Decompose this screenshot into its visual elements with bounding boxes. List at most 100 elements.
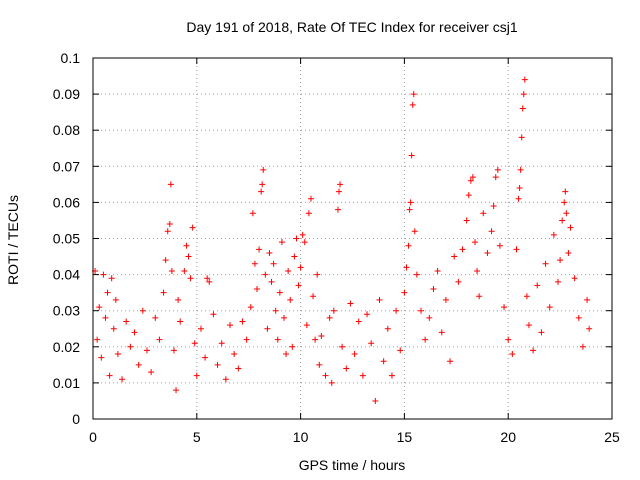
data-point — [123, 318, 130, 325]
data-point — [131, 329, 138, 336]
x-tick-label: 20 — [500, 429, 516, 445]
data-point — [183, 242, 190, 249]
data-point — [104, 289, 111, 296]
data-point — [343, 365, 350, 372]
data-point — [164, 228, 171, 235]
data-point — [467, 177, 474, 184]
data-point — [256, 246, 263, 253]
data-point — [301, 239, 308, 246]
data-point — [410, 91, 417, 98]
data-point — [276, 289, 283, 296]
data-point — [347, 300, 354, 307]
data-point — [127, 343, 134, 350]
data-point — [401, 289, 408, 296]
data-point — [411, 228, 418, 235]
data-point — [530, 347, 537, 354]
data-point — [565, 249, 572, 256]
data-point — [519, 105, 526, 112]
data-point — [561, 199, 568, 206]
data-point — [312, 336, 319, 343]
data-point — [270, 260, 277, 267]
data-point — [501, 304, 508, 311]
data-point — [314, 271, 321, 278]
data-point — [571, 275, 578, 282]
data-point — [409, 101, 416, 108]
data-point — [310, 293, 317, 300]
data-point — [251, 260, 258, 267]
data-point — [368, 340, 375, 347]
y-tick-label: 0.02 — [53, 339, 80, 355]
y-axis-label: ROTI / TECUs — [5, 195, 21, 285]
data-point — [193, 372, 200, 379]
data-point — [289, 343, 296, 350]
data-point — [515, 195, 522, 202]
data-point — [525, 322, 532, 329]
data-point — [152, 314, 159, 321]
data-point — [231, 351, 238, 358]
data-point — [538, 329, 545, 336]
data-point — [546, 304, 553, 311]
data-point — [94, 336, 101, 343]
data-point — [322, 372, 329, 379]
data-point — [388, 372, 395, 379]
data-point — [187, 275, 194, 282]
data-point — [139, 307, 146, 314]
data-point — [393, 307, 400, 314]
data-point — [249, 210, 256, 217]
y-tick-label: 0.05 — [53, 231, 80, 247]
x-tick-label: 5 — [193, 429, 201, 445]
data-point — [434, 267, 441, 274]
data-point — [168, 267, 175, 274]
data-point — [559, 217, 566, 224]
data-point — [586, 325, 593, 332]
data-point — [156, 336, 163, 343]
x-tick-label: 25 — [604, 429, 620, 445]
data-point — [550, 231, 557, 238]
data-point — [227, 322, 234, 329]
data-point — [426, 314, 433, 321]
data-point — [148, 369, 155, 376]
data-point — [413, 271, 420, 278]
data-point — [418, 307, 425, 314]
data-point — [339, 343, 346, 350]
data-point — [523, 293, 530, 300]
data-point — [336, 188, 343, 195]
data-point — [326, 314, 333, 321]
data-point — [291, 253, 298, 260]
data-point — [96, 304, 103, 311]
data-point — [476, 293, 483, 300]
data-point — [490, 203, 497, 210]
data-point — [380, 358, 387, 365]
data-point — [160, 289, 167, 296]
data-point — [278, 239, 285, 246]
data-point — [274, 336, 281, 343]
data-point — [408, 152, 415, 159]
data-point — [567, 224, 574, 231]
data-point — [112, 296, 119, 303]
data-point — [520, 91, 527, 98]
data-point — [494, 166, 501, 173]
data-point — [181, 267, 188, 274]
data-point — [509, 351, 516, 358]
data-point — [488, 228, 495, 235]
data-point — [135, 361, 142, 368]
data-point — [268, 278, 275, 285]
data-point — [272, 307, 279, 314]
data-point — [575, 314, 582, 321]
data-point — [295, 282, 302, 289]
data-point — [337, 181, 344, 188]
data-point — [110, 325, 117, 332]
data-point — [175, 296, 182, 303]
y-tick-label: 0.08 — [53, 122, 80, 138]
data-point — [162, 257, 169, 264]
data-point — [406, 206, 413, 213]
data-point — [262, 271, 269, 278]
data-point — [191, 340, 198, 347]
data-point — [405, 242, 412, 249]
data-point — [584, 296, 591, 303]
data-point — [243, 336, 250, 343]
data-point — [447, 358, 454, 365]
data-point — [303, 322, 310, 329]
data-point — [328, 379, 335, 386]
